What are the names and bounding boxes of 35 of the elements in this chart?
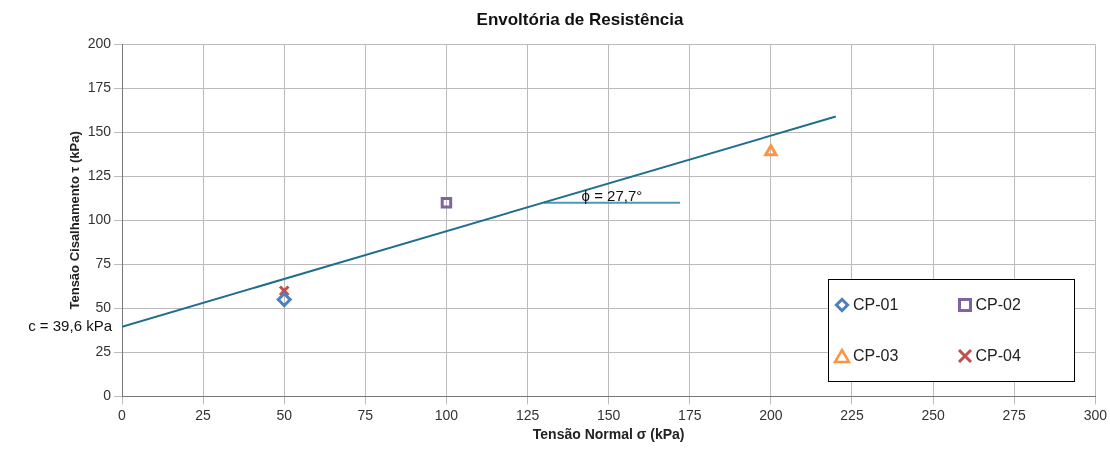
- point: [278, 285, 290, 297]
- x-tick-label: 0: [118, 406, 127, 423]
- legend-label: CP-01: [853, 296, 899, 315]
- legend-label: CP-03: [853, 346, 899, 365]
- y-tick-label: 125: [87, 167, 112, 184]
- x-tick-label: 150: [596, 406, 621, 423]
- y-tick-label: 100: [87, 211, 112, 228]
- chart-title: Envoltória de Resistência: [476, 9, 684, 29]
- x-tick-label: 275: [1002, 406, 1027, 423]
- y-tick-label: 200: [87, 35, 112, 52]
- y-tick-label: 50: [95, 299, 112, 316]
- x-tick-label: 250: [921, 406, 945, 423]
- y-tick-label: 150: [87, 123, 112, 140]
- annotation: ϕ = 27,7°: [581, 187, 643, 205]
- x-tick-label: 75: [357, 406, 374, 423]
- point: [764, 144, 778, 157]
- legend-label: CP-04: [975, 346, 1021, 365]
- x-tick-label: 125: [515, 406, 540, 423]
- annotation: c = 39,6 kPa: [28, 316, 113, 334]
- x-tick-label: 100: [434, 406, 459, 423]
- x-tick-label: 25: [195, 406, 212, 423]
- y-tick-label: 175: [87, 79, 112, 96]
- y-tick-label: 0: [103, 387, 112, 404]
- x-tick-label: 175: [678, 406, 702, 423]
- x-tick-label: 300: [1083, 406, 1108, 423]
- x-tick-label: 225: [840, 406, 864, 423]
- y-tick-label: 25: [95, 343, 112, 360]
- x-tick-label: 50: [276, 406, 293, 423]
- y-tick-label: 75: [95, 255, 112, 272]
- y-axis-title: Tensão Cisalhamento τ (kPa): [67, 131, 83, 310]
- point: [276, 292, 292, 308]
- x-tick-label: 200: [759, 406, 783, 423]
- legend-label: CP-02: [975, 296, 1021, 315]
- x-axis-title: Tensão Normal σ (kPa): [532, 426, 685, 443]
- point: [440, 197, 453, 209]
